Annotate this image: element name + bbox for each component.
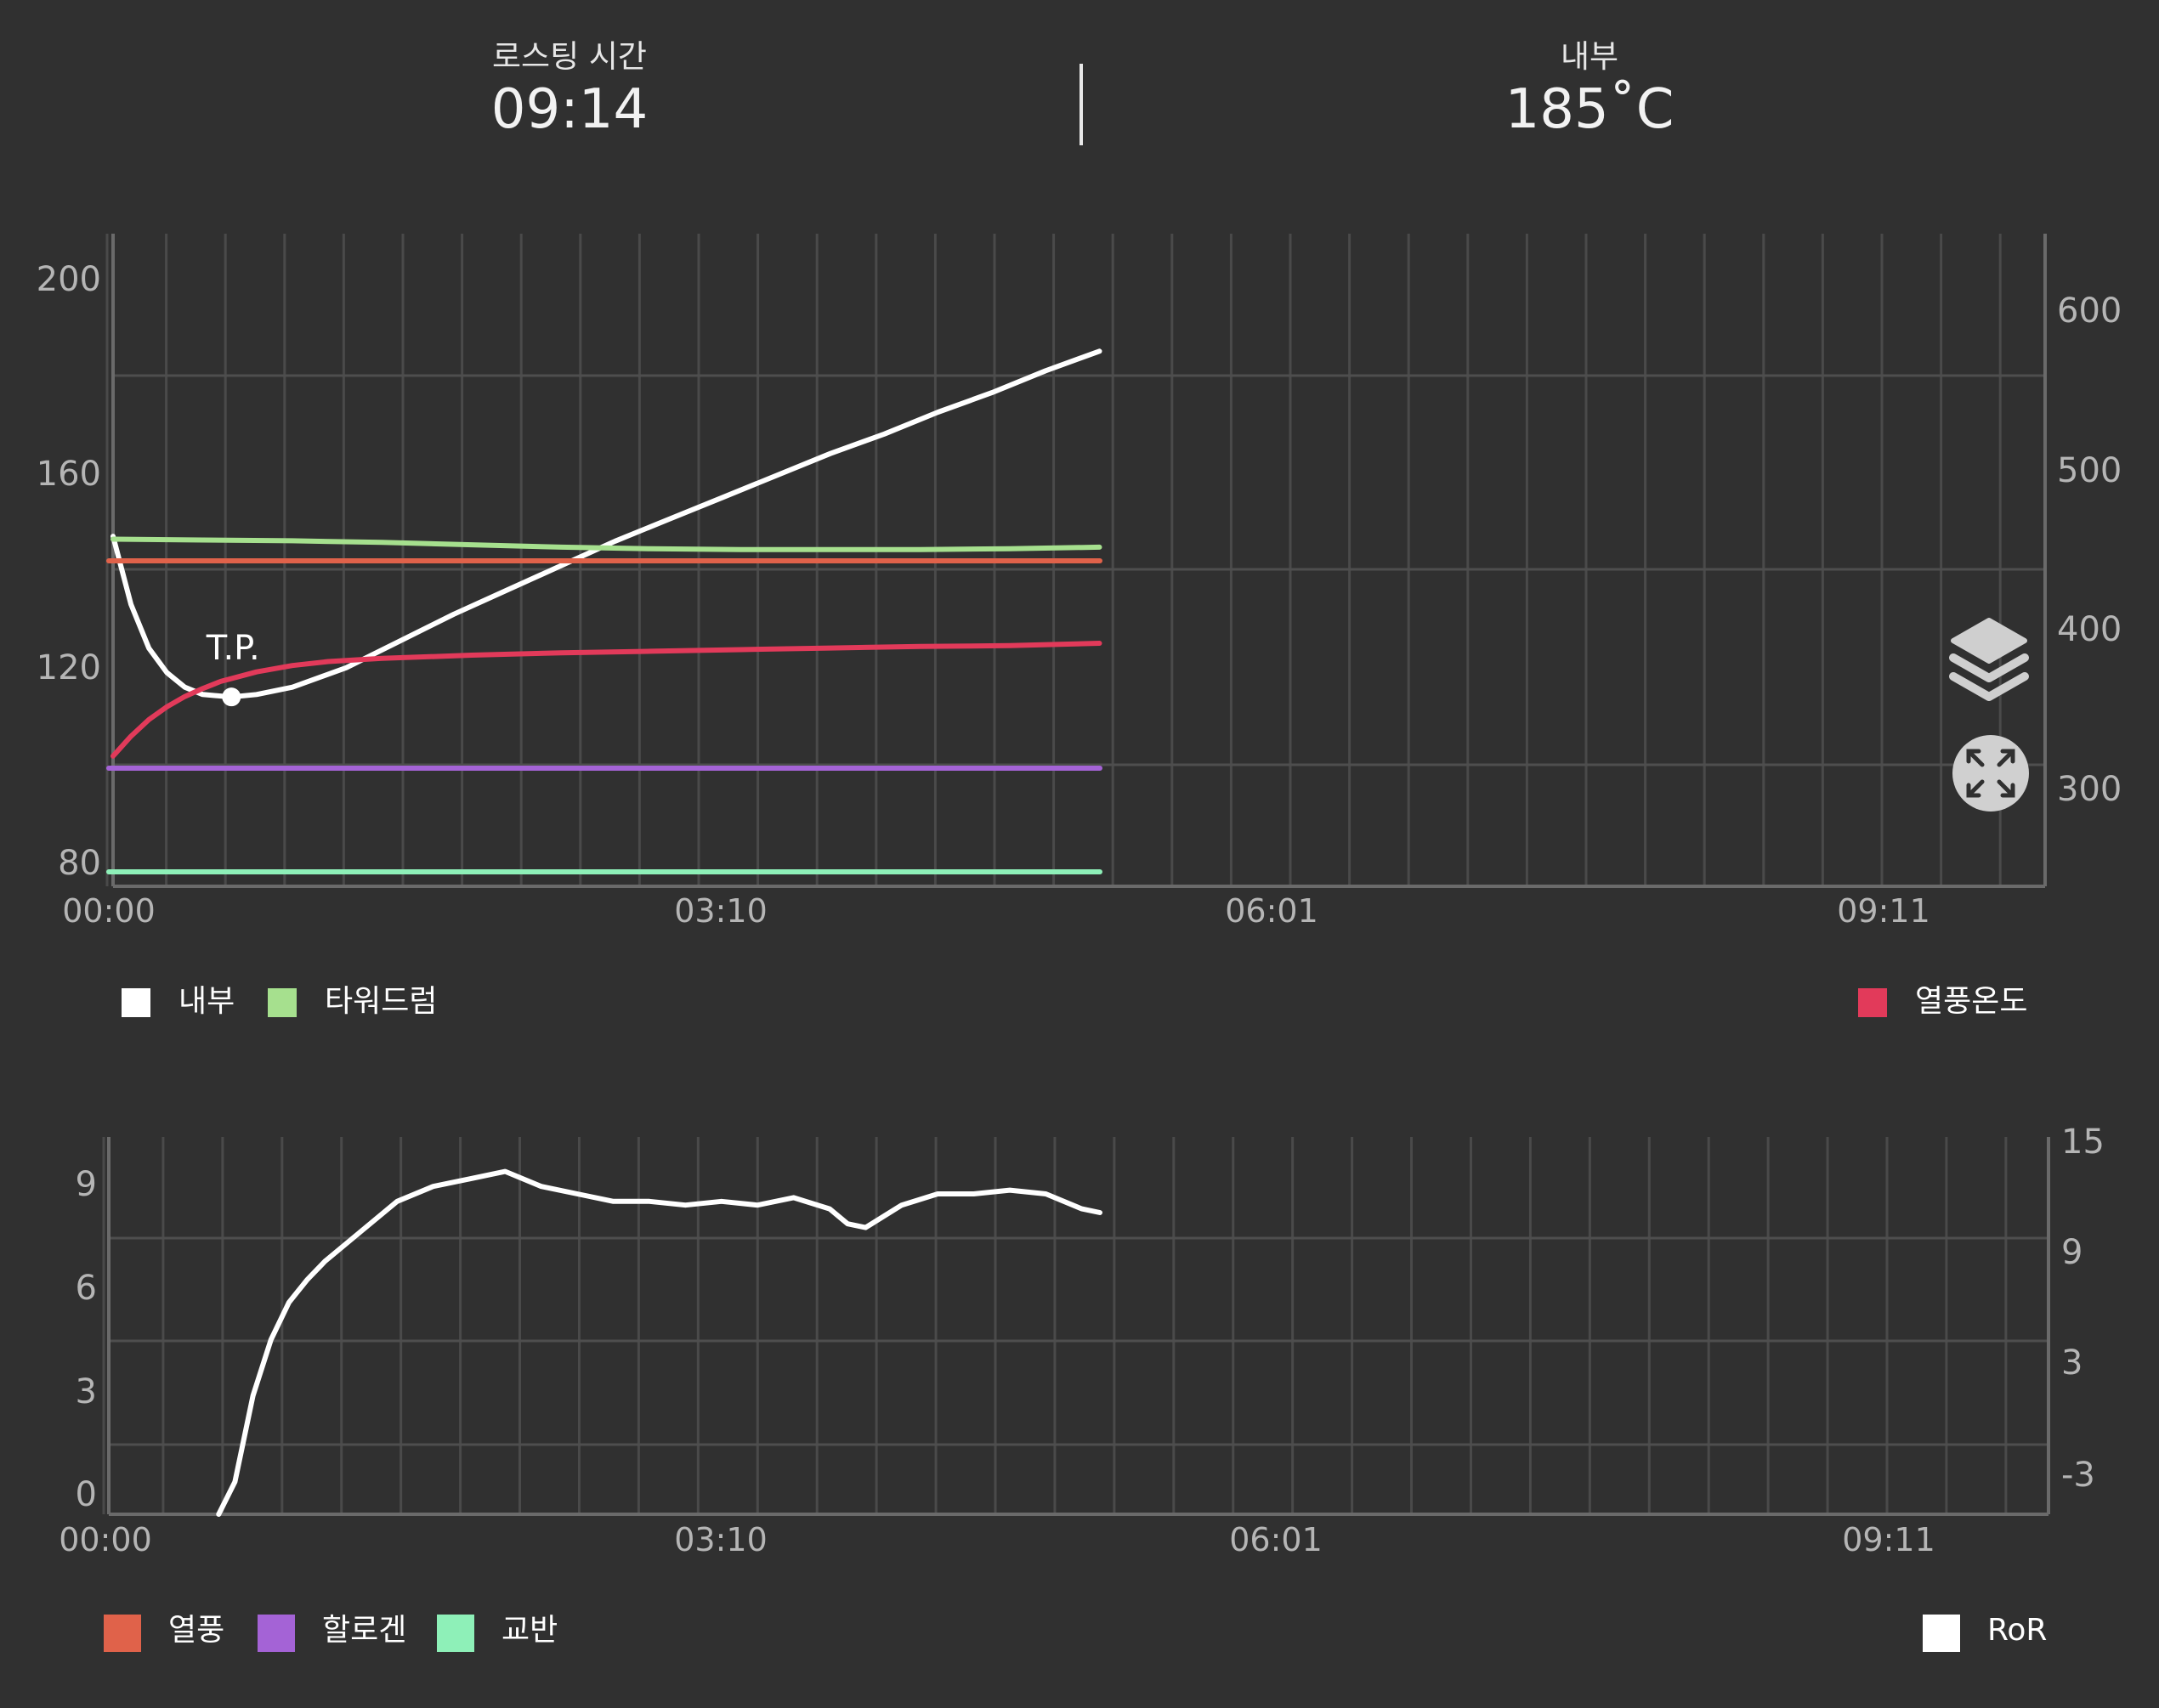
legend-swatch-internal [122, 988, 150, 1017]
y-left-tick-label: 0 [76, 1475, 97, 1514]
control-legend: 열풍 할로겐 교반 RoR [104, 1613, 2047, 1652]
series-line-RoR [216, 1168, 1102, 1517]
internal-temp-stat: 내부 185˚C [1334, 38, 1844, 144]
control-chart-axes: 00:00 03:10 06:01 09:11 9 6 3 0 15 9 3 -3 [59, 1123, 2105, 1558]
internal-temp-value: 185˚C [1504, 78, 1674, 141]
x-tick-label: 09:11 [1837, 892, 1930, 930]
y-left-tick-label: 9 [76, 1165, 97, 1204]
legend-item-tower-drum[interactable]: 타워드럼 [268, 984, 437, 1019]
legend-item-stirring[interactable]: 교반 [437, 1613, 558, 1652]
y-right-tick-label: 300 [2057, 770, 2122, 809]
x-tick-label: 06:01 [1225, 892, 1318, 930]
x-tick-label: 03:10 [674, 1521, 768, 1558]
roast-time-value: 09:14 [490, 78, 649, 141]
legend-swatch-hot-air-temp [1858, 988, 1887, 1017]
temperature-legend: 내부 타워드럼 열풍온도 [122, 984, 2027, 1019]
header: 로스팅 시간 09:14 내부 185˚C [0, 0, 2159, 170]
temperature-chart-series [110, 348, 1102, 759]
legend-swatch-hot-air [104, 1615, 141, 1652]
legend-item-ror[interactable]: RoR [1923, 1613, 2047, 1652]
series-line-내부 [110, 348, 1102, 700]
legend-item-hot-air[interactable]: 열풍 [104, 1613, 224, 1652]
control-chart-grid [102, 1137, 2048, 1514]
legend-item-halogen[interactable]: 할로겐 [258, 1613, 406, 1652]
y-left-tick-label: 160 [37, 455, 101, 494]
control-chart-series [106, 558, 1102, 1517]
y-left-tick-label: 120 [37, 648, 101, 687]
legend-label-hot-air-temp: 열풍온도 [1915, 984, 2027, 1019]
x-tick-label: 06:01 [1229, 1521, 1323, 1558]
x-tick-label: 03:10 [674, 892, 768, 930]
series-line-타워드럼 [110, 536, 1102, 552]
x-tick-label: 00:00 [59, 1521, 152, 1558]
x-tick-label: 00:00 [62, 892, 156, 930]
turning-point-marker [222, 687, 241, 707]
legend-label-tower-drum: 타워드럼 [325, 984, 437, 1019]
control-chart: 00:00 03:10 06:01 09:11 9 6 3 0 15 9 3 -3 [59, 558, 2105, 1558]
turning-point-annotation: T.P. [206, 629, 260, 707]
legend-swatch-stirring [437, 1615, 474, 1652]
temperature-chart: 00:00 03:10 06:01 09:11 200 160 120 80 600 500 400… [37, 234, 2122, 930]
turning-point-label: T.P. [206, 629, 260, 668]
legend-swatch-ror [1923, 1615, 1960, 1652]
legend-label-hot-air: 열풍 [168, 1613, 224, 1648]
layers-icon[interactable] [1949, 618, 2029, 701]
y-right-tick-label: 600 [2057, 291, 2122, 331]
y-right-tick-label: 9 [2061, 1233, 2082, 1272]
header-divider [1080, 64, 1083, 145]
legend-label-ror: RoR [1987, 1613, 2047, 1648]
y-left-tick-label: 200 [37, 260, 101, 299]
expand-icon[interactable] [1952, 735, 2029, 812]
legend-item-internal[interactable]: 내부 [122, 984, 235, 1019]
temperature-chart-axes: 00:00 03:10 06:01 09:11 200 160 120 80 600 500 400… [37, 234, 2122, 930]
legend-swatch-halogen [258, 1615, 295, 1652]
roast-time-label: 로스팅 시간 [492, 38, 647, 75]
internal-temp-label: 내부 [1560, 38, 1619, 75]
legend-label-internal: 내부 [178, 984, 235, 1019]
y-right-tick-label: 400 [2057, 610, 2122, 649]
roast-time-stat: 로스팅 시간 09:14 [314, 38, 824, 144]
y-right-tick-label: 3 [2061, 1343, 2082, 1383]
legend-swatch-tower-drum [268, 988, 297, 1017]
series-line-열풍온도 [110, 641, 1102, 759]
y-left-tick-label: 80 [58, 844, 101, 883]
legend-item-hot-air-temp[interactable]: 열풍온도 [1858, 984, 2027, 1019]
y-right-tick-label: 15 [2061, 1123, 2105, 1162]
y-right-tick-label: -3 [2061, 1456, 2095, 1495]
legend-label-halogen: 할로겐 [322, 1613, 406, 1648]
x-tick-label: 09:11 [1842, 1521, 1935, 1558]
y-right-tick-label: 500 [2057, 451, 2122, 490]
y-left-tick-label: 3 [76, 1372, 97, 1411]
y-left-tick-label: 6 [76, 1269, 97, 1308]
legend-label-stirring: 교반 [502, 1613, 558, 1648]
